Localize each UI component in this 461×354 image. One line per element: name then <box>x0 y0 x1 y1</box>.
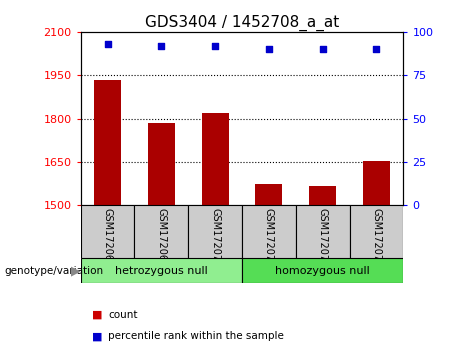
Text: ▶: ▶ <box>71 264 81 277</box>
Point <box>158 43 165 48</box>
Bar <box>309 186 336 205</box>
Text: GSM172072: GSM172072 <box>318 208 328 267</box>
Bar <box>81 258 242 283</box>
Text: percentile rank within the sample: percentile rank within the sample <box>108 331 284 341</box>
Text: ■: ■ <box>92 310 103 320</box>
Text: hetrozygous null: hetrozygous null <box>115 266 208 276</box>
Text: homozygous null: homozygous null <box>275 266 370 276</box>
Text: GSM172070: GSM172070 <box>210 208 220 267</box>
Text: ■: ■ <box>92 331 103 341</box>
Bar <box>363 160 390 205</box>
Bar <box>242 258 403 283</box>
Bar <box>255 184 282 205</box>
Text: count: count <box>108 310 138 320</box>
Bar <box>201 113 229 205</box>
Bar <box>188 205 242 258</box>
Point <box>373 46 380 52</box>
Point <box>265 46 272 52</box>
Bar <box>349 205 403 258</box>
Point <box>319 46 326 52</box>
Text: GSM172068: GSM172068 <box>102 208 112 267</box>
Bar <box>296 205 349 258</box>
Bar <box>94 80 121 205</box>
Text: GSM172071: GSM172071 <box>264 208 274 267</box>
Point <box>212 43 219 48</box>
Text: genotype/variation: genotype/variation <box>5 266 104 276</box>
Bar <box>148 123 175 205</box>
Bar <box>135 205 188 258</box>
Bar <box>242 205 296 258</box>
Text: GSM172073: GSM172073 <box>372 208 382 267</box>
Title: GDS3404 / 1452708_a_at: GDS3404 / 1452708_a_at <box>145 14 339 30</box>
Point <box>104 41 111 47</box>
Text: GSM172069: GSM172069 <box>156 208 166 267</box>
Bar <box>81 205 135 258</box>
